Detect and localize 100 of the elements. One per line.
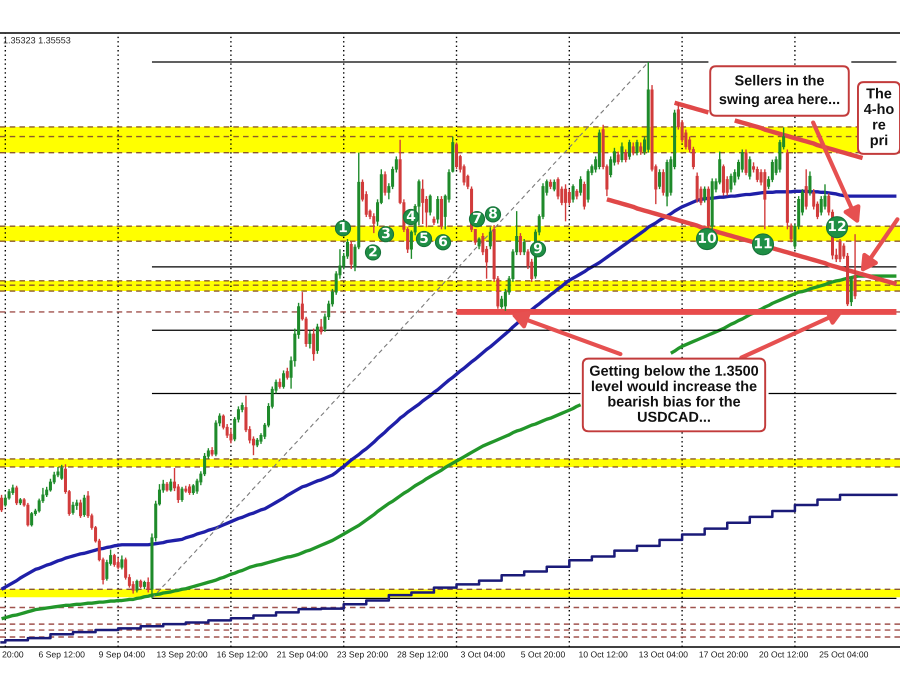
candlestick: [188, 483, 192, 496]
annotation: 1: [340, 222, 347, 232]
candlestick: [372, 212, 376, 234]
candlestick: [71, 501, 75, 516]
annotation: 7: [473, 212, 481, 224]
candlestick: [60, 464, 64, 481]
candlestick: [552, 178, 556, 192]
x-tick-label: 13 Sep 20:00: [157, 651, 208, 660]
candlestick: [308, 330, 312, 350]
candlestick: [518, 232, 522, 256]
candlestick: [564, 184, 568, 222]
candlestick: [744, 148, 748, 176]
candlestick: [548, 178, 552, 190]
candlestick: [568, 188, 571, 206]
candlestick: [854, 233, 857, 300]
candlestick: [316, 323, 319, 354]
x-tick-label: 23 Sep 20:00: [337, 651, 388, 660]
text: 1.35323 1.35553: [4, 37, 70, 44]
candlestick: [820, 195, 823, 216]
annotation: The 4-ho re pri: [864, 88, 894, 148]
x-tick-label: 10 Oct 12:00: [579, 651, 628, 658]
candlestick: [282, 370, 286, 390]
x-tick-label: 3 Oct 04:00: [460, 651, 505, 658]
candlestick: [756, 166, 759, 183]
x-tick-label: 5 Oct 20:00: [521, 651, 565, 658]
annotation: 5: [420, 232, 428, 244]
candlestick: [286, 367, 289, 380]
candlestick: [192, 483, 195, 496]
candlestick: [488, 226, 492, 250]
candlestick: [740, 148, 744, 174]
candlestick: [703, 186, 706, 204]
x-tick-label: 17 Oct 20:00: [699, 651, 748, 658]
annotation: 6: [439, 236, 448, 246]
candlestick: [146, 576, 150, 594]
candlestick: [180, 486, 184, 503]
candlestick: [112, 553, 116, 568]
candlestick: [572, 184, 575, 204]
candlestick: [522, 238, 526, 256]
candlestick: [729, 172, 733, 194]
candlestick: [82, 494, 86, 518]
x-tick-label: 6 Sep 12:00: [38, 651, 85, 660]
candlestick: [229, 428, 232, 444]
candlestick: [210, 446, 214, 457]
x-tick-label: 21 Sep 04:00: [277, 651, 328, 660]
candlestick: [0, 494, 4, 513]
candlestick: [582, 180, 586, 210]
annotation: 10: [698, 232, 716, 244]
candlestick: [350, 240, 353, 270]
candlestick: [278, 378, 282, 390]
candlestick: [658, 168, 662, 190]
candlestick: [320, 318, 323, 336]
candlestick: [312, 328, 316, 362]
annotation: 11: [754, 238, 772, 248]
candlestick: [165, 481, 169, 492]
candlestick: [436, 195, 440, 224]
annotation: Getting below the 1.3500 level would increase the bearish bias for the USDCAD...: [590, 365, 758, 422]
x-tick-label: 13 Oct 04:00: [639, 651, 688, 658]
candlestick: [620, 142, 624, 164]
candlestick: [169, 478, 172, 492]
candlestick: [11, 484, 14, 496]
candlestick: [804, 168, 808, 210]
candlestick: [478, 236, 481, 250]
candlestick: [628, 139, 631, 160]
candlestick: [30, 511, 34, 528]
candlestick: [176, 483, 180, 504]
candlestick: [662, 168, 665, 196]
candlestick: [120, 554, 124, 570]
candlestick: [838, 238, 842, 263]
x-tick-label: 9 Sep 04:00: [99, 651, 145, 660]
x-tick-label: 25 Oct 04:00: [820, 651, 868, 658]
candlestick: [135, 578, 138, 594]
x-tick-label: 20:00: [2, 651, 24, 658]
annotation: 8: [489, 208, 497, 218]
candlestick: [26, 502, 30, 528]
annotation: 4: [406, 210, 416, 221]
candlestick: [616, 150, 620, 166]
candlestick: [421, 178, 424, 225]
candlestick: [455, 142, 458, 170]
x-tick-label: 20 Oct 12:00: [759, 651, 808, 658]
annotation: 9: [534, 242, 542, 254]
candlestick: [384, 170, 387, 196]
candlestick: [75, 498, 78, 511]
candlestick: [635, 139, 639, 156]
candlestick: [624, 148, 628, 164]
candlestick: [116, 556, 120, 570]
candlestick: [639, 142, 642, 156]
candlestick: [632, 142, 635, 156]
annotation: 2: [369, 246, 377, 256]
candlestick: [256, 437, 259, 448]
candlestick: [579, 176, 582, 196]
candlestick: [808, 170, 812, 196]
annotation: Sellers in the swing area here...: [719, 74, 840, 108]
x-tick-label: 16 Sep 12:00: [217, 651, 268, 660]
annotation: 12: [828, 220, 846, 232]
candlestick: [79, 498, 82, 519]
candlestick: [428, 194, 432, 216]
annotation: 3: [382, 228, 390, 238]
candlestick: [15, 485, 18, 506]
candlestick: [575, 188, 578, 200]
x-tick-label: 28 Sep 12:00: [397, 651, 448, 660]
